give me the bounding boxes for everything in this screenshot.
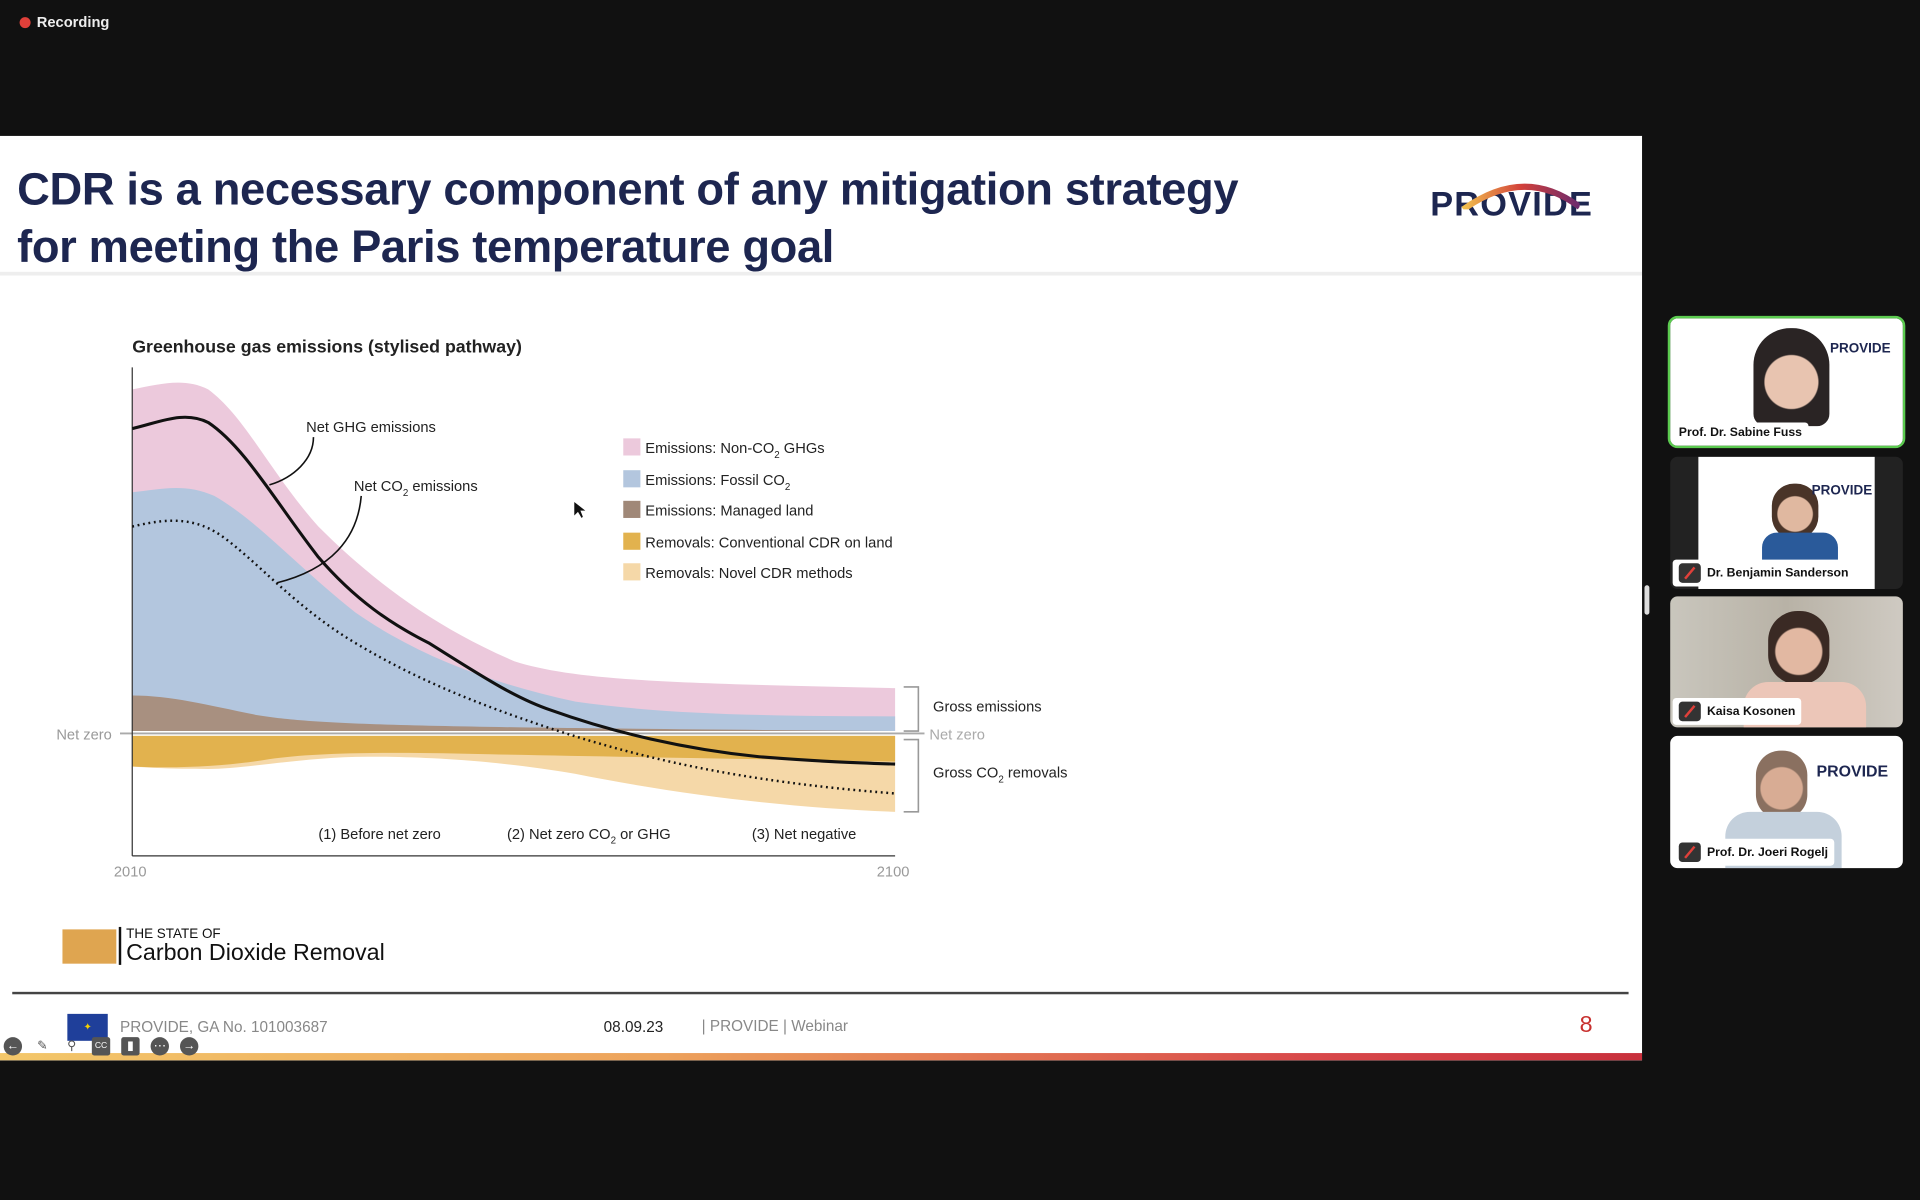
page-number: 8: [1579, 1012, 1593, 1039]
slide-title: CDR is a necessary component of any miti…: [17, 160, 1238, 275]
gross-removals-bracket: [903, 738, 920, 813]
captions-button[interactable]: CC: [91, 1037, 111, 1056]
cdr-brand-large: Carbon Dioxide Removal: [126, 940, 385, 967]
net-ghg-leader: [269, 437, 315, 486]
presentation-toolbar: ← ✎ ⚲ CC ▮ ⋯ →: [3, 1037, 199, 1056]
chart-legend: Emissions: Non-CO2 GHGs Emissions: Fossi…: [623, 438, 893, 582]
participant-video: [1768, 611, 1830, 685]
legend-label: Removals: Conventional CDR on land: [645, 535, 892, 551]
slide-title-line1: CDR is a necessary component of any miti…: [17, 164, 1239, 215]
shared-slide: CDR is a necessary component of any miti…: [0, 135, 1643, 1061]
net-co2-label: Net CO2 emissions: [354, 479, 478, 499]
zoom-button[interactable]: ⚲: [67, 1039, 77, 1054]
gross-emissions-bracket: [903, 686, 920, 732]
title-divider: [0, 271, 1643, 276]
legend-swatch: [623, 563, 641, 581]
net-zero-left-label: Net zero: [56, 728, 112, 744]
net-co2-line: [131, 519, 896, 795]
logo-text: PROVIDE: [1430, 184, 1594, 223]
x-tick-end: 2100: [877, 865, 910, 881]
area-managed-land: [132, 695, 896, 732]
mouse-cursor-icon: [574, 502, 586, 518]
legend-swatch: [623, 532, 641, 550]
chart-title: Greenhouse gas emissions (stylised pathw…: [132, 337, 522, 357]
participant-name: Kaisa Kosonen: [1672, 697, 1802, 725]
participant-tile[interactable]: PROVIDE Prof. Dr. Sabine Fuss: [1667, 315, 1906, 449]
participant-video: [1753, 328, 1830, 427]
x-tick-start: 2010: [114, 865, 147, 881]
legend-label: Removals: Novel CDR methods: [645, 566, 852, 582]
participant-logo: PROVIDE: [1829, 341, 1891, 357]
footer-gradient-bar: [0, 1053, 1643, 1061]
footer-grant: PROVIDE, GA No. 101003687: [120, 1018, 328, 1036]
provide-logo: PROVIDE: [1430, 183, 1594, 224]
previous-slide-button[interactable]: ←: [3, 1037, 23, 1056]
muted-mic-icon: [1678, 842, 1701, 863]
legend-label: Emissions: Non-CO2 GHGs: [645, 441, 824, 461]
participant-tile[interactable]: Kaisa Kosonen: [1670, 596, 1903, 728]
phase-1-label: (1) Before net zero: [318, 827, 440, 843]
pen-tool-button[interactable]: ✎: [37, 1039, 48, 1054]
muted-mic-icon: [1678, 701, 1701, 722]
net-zero-right-label: Net zero: [929, 728, 985, 744]
participant-tile[interactable]: PROVIDE Prof. Dr. Joeri Rogelj: [1670, 735, 1903, 869]
participant-video: [1755, 750, 1808, 820]
more-options-button[interactable]: ⋯: [150, 1037, 169, 1056]
recording-indicator: Recording: [19, 13, 110, 31]
phase-2-label: (2) Net zero CO2 or GHG: [507, 827, 671, 847]
gross-emissions-label: Gross emissions: [933, 699, 1042, 715]
legend-swatch: [623, 438, 641, 456]
footer-event: | PROVIDE | Webinar: [701, 1017, 848, 1035]
gross-removals-label: Gross CO2 removals: [933, 766, 1067, 786]
area-fossil-co2: [132, 488, 896, 732]
legend-label: Emissions: Fossil CO2: [645, 473, 790, 493]
recording-dot-icon: [19, 16, 31, 28]
net-ghg-label: Net GHG emissions: [306, 420, 436, 436]
footer-date: 08.09.23: [603, 1018, 664, 1036]
next-slide-button[interactable]: →: [180, 1037, 199, 1056]
net-ghg-line: [131, 415, 896, 766]
participant-name: Dr. Benjamin Sanderson: [1672, 559, 1855, 587]
legend-label: Emissions: Managed land: [645, 504, 813, 520]
area-conventional-cdr: [132, 735, 896, 768]
legend-swatch: [623, 470, 641, 488]
logo-arc-icon: [1461, 183, 1580, 210]
recording-label: Recording: [36, 13, 110, 31]
net-co2-leader: [276, 495, 363, 584]
phase-3-label: (3) Net negative: [752, 827, 857, 843]
cdr-brand-small: THE STATE OF: [126, 926, 221, 942]
emissions-chart: Greenhouse gas emissions (stylised pathw…: [56, 337, 1067, 881]
camera-button[interactable]: ▮: [121, 1037, 140, 1056]
footer-divider: [12, 991, 1629, 995]
participant-name: Prof. Dr. Joeri Rogelj: [1672, 838, 1835, 866]
eu-flag-icon: ✦: [67, 1013, 108, 1041]
participant-name: Prof. Dr. Sabine Fuss: [1672, 422, 1809, 444]
legend-swatch: [623, 500, 641, 518]
panel-resize-handle[interactable]: [1644, 585, 1650, 615]
cdr-brand-divider: [118, 926, 121, 965]
participant-tile[interactable]: PROVIDE Dr. Benjamin Sanderson: [1670, 456, 1903, 589]
cdr-brand-square: [62, 929, 117, 964]
muted-mic-icon: [1678, 563, 1701, 583]
slide-title-line2: for meeting the Paris temperature goal: [17, 221, 835, 272]
